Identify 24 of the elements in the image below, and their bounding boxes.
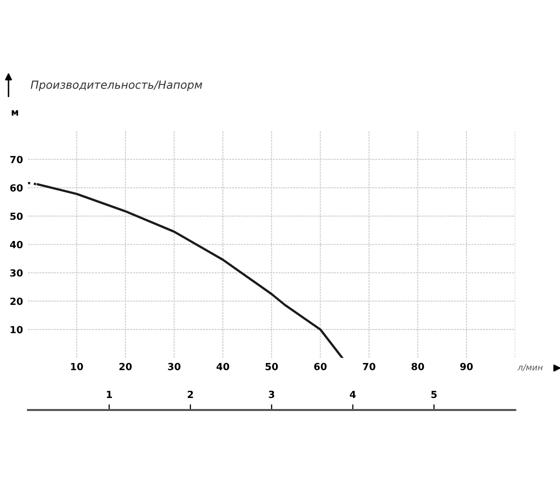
x-tick-label: 50 bbox=[266, 362, 278, 370]
y-tick-label: 40 bbox=[10, 240, 23, 248]
x2-tick-label: 2 bbox=[188, 390, 193, 398]
y-tick-label: 50 bbox=[10, 212, 23, 220]
chart-title: Производительность/Напорм bbox=[30, 80, 202, 92]
x2-tick-label: 3 bbox=[268, 390, 274, 398]
x2-tick-label: 1 bbox=[106, 390, 112, 398]
y-tick-label: 70 bbox=[10, 156, 23, 164]
y-tick-label: 60 bbox=[10, 184, 23, 192]
x-tick-label: 10 bbox=[71, 362, 84, 370]
y-tick-label: 20 bbox=[10, 298, 23, 305]
x-tick-label: 30 bbox=[168, 362, 180, 370]
y-axis-title: м bbox=[12, 110, 18, 116]
x-tick-label: 90 bbox=[460, 362, 473, 370]
x-tick-label: 60 bbox=[314, 362, 327, 370]
y-tick-label: 30 bbox=[10, 269, 23, 277]
x2-tick-label: 4 bbox=[350, 390, 356, 398]
x2-tick-label: 5 bbox=[431, 390, 437, 398]
y-tick-label: 10 bbox=[10, 326, 23, 334]
x-tick-label: 80 bbox=[412, 362, 424, 370]
x-axis-title: л/мин bbox=[518, 364, 543, 372]
x-tick-label: 70 bbox=[362, 362, 376, 370]
x-tick-label: 20 bbox=[119, 362, 132, 370]
x-tick-label: 40 bbox=[216, 362, 230, 370]
